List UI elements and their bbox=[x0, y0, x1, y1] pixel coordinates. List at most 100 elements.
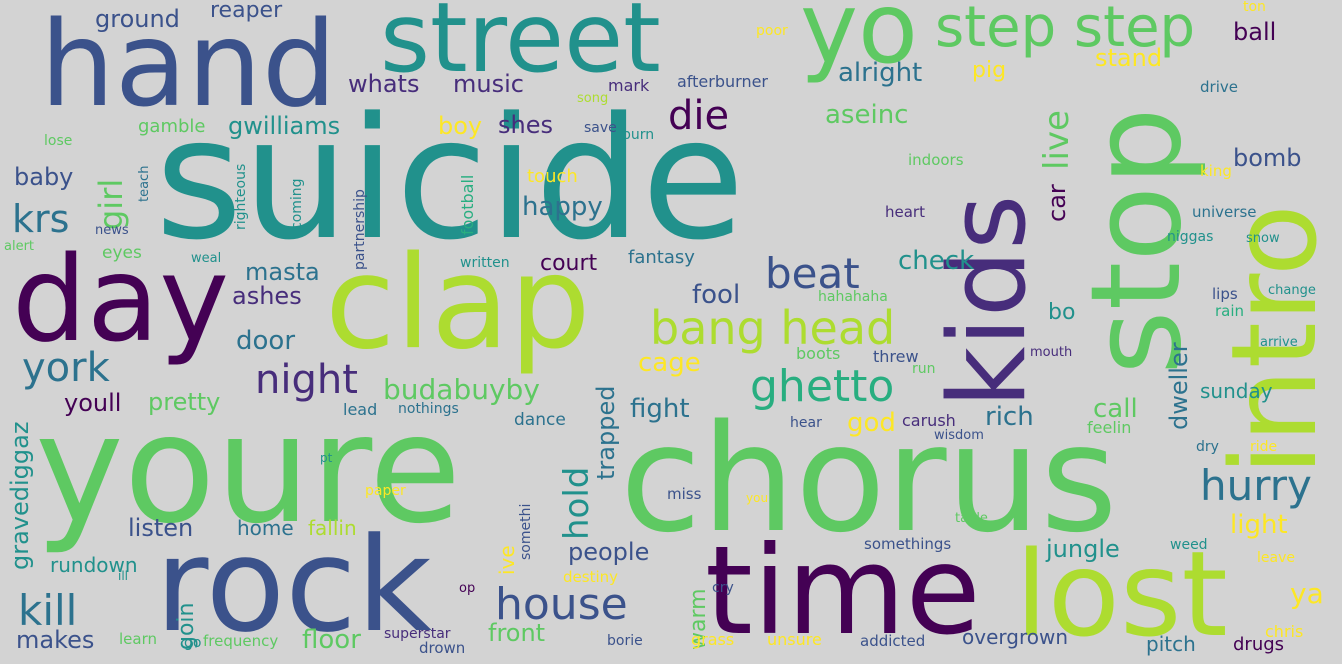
word-you: you bbox=[746, 491, 769, 505]
word-football: football bbox=[458, 174, 477, 235]
word-ground: ground bbox=[95, 5, 180, 33]
word-ghetto: ghetto bbox=[750, 361, 895, 412]
word-universe: universe bbox=[1192, 203, 1257, 221]
word-whats: whats bbox=[348, 70, 420, 98]
word-rock: rock bbox=[155, 509, 432, 661]
word-wisdom: wisdom bbox=[934, 428, 984, 443]
word-gamble: gamble bbox=[138, 116, 206, 137]
word-teach: teach bbox=[137, 165, 152, 202]
word-dry: dry bbox=[1196, 439, 1219, 455]
word-chris: chris bbox=[1265, 622, 1304, 641]
word-indoors: indoors bbox=[908, 151, 964, 169]
word-drive: drive bbox=[1200, 78, 1238, 96]
word-reaper: reaper bbox=[210, 0, 283, 23]
word-borie: borie bbox=[607, 633, 643, 649]
word-hold: hold bbox=[557, 466, 597, 540]
word-bang-head: bang head bbox=[650, 301, 896, 355]
word-yo: yo bbox=[800, 0, 918, 86]
word-pt: pt bbox=[320, 451, 333, 465]
word-somethings: somethings bbox=[864, 535, 952, 553]
word-leave: leave bbox=[1257, 550, 1295, 566]
word-op: op bbox=[459, 581, 476, 596]
word-home: home bbox=[237, 516, 294, 540]
word-poor: poor bbox=[756, 23, 788, 39]
word-day: day bbox=[12, 230, 230, 368]
word-mark: mark bbox=[608, 76, 650, 95]
word-jungle: jungle bbox=[1046, 535, 1120, 563]
word-alert: alert bbox=[4, 239, 35, 254]
word-bo: bo bbox=[1048, 300, 1076, 325]
word-rundown: rundown bbox=[50, 553, 138, 577]
word-street: street bbox=[380, 0, 661, 94]
word-nothings: nothings bbox=[398, 401, 459, 417]
word-fight: fight bbox=[630, 394, 690, 424]
word-table: table bbox=[955, 511, 988, 526]
word-baby: baby bbox=[14, 163, 74, 191]
word-learn: learn bbox=[119, 630, 157, 648]
word-fantasy: fantasy bbox=[628, 247, 695, 268]
word-written: written bbox=[460, 255, 510, 271]
word-cage: cage bbox=[638, 348, 701, 378]
word-pitch: pitch bbox=[1146, 632, 1196, 656]
word-god: god bbox=[847, 408, 896, 438]
word-afterburner: afterburner bbox=[677, 72, 769, 91]
word-floor: floor bbox=[302, 625, 361, 655]
word-chorus: chorus bbox=[620, 393, 1118, 565]
word-change: change bbox=[1268, 283, 1316, 298]
word-heart: heart bbox=[885, 203, 925, 221]
word-shes: shes bbox=[498, 111, 553, 139]
word-ball: ball bbox=[1233, 18, 1277, 46]
word-save: save bbox=[584, 120, 617, 136]
word-kids: kids bbox=[926, 194, 1049, 408]
word-overgrown: overgrown bbox=[962, 625, 1068, 649]
word-beat: beat bbox=[765, 249, 860, 298]
word-frequency: frequency bbox=[203, 632, 279, 650]
word-cry: cry bbox=[712, 580, 734, 596]
word-hahahaha: hahahaha bbox=[818, 289, 888, 305]
word-drown: drown bbox=[419, 639, 466, 657]
word-grass: grass bbox=[691, 630, 735, 649]
word-krs: krs bbox=[12, 197, 70, 241]
word-suicide: suicide bbox=[155, 81, 745, 277]
word-ton: ton bbox=[1243, 0, 1266, 15]
word-clap: clap bbox=[325, 229, 591, 378]
word-lips: lips bbox=[1212, 285, 1238, 303]
word-ive: ive bbox=[495, 545, 519, 575]
word-lost: lost bbox=[1015, 525, 1228, 663]
word-pig: pig bbox=[972, 58, 1007, 83]
word-snow: snow bbox=[1246, 231, 1280, 246]
word-masta: masta bbox=[245, 258, 320, 286]
word-carush: carush bbox=[902, 411, 956, 430]
word-court: court bbox=[540, 251, 598, 276]
word-superstar: superstar bbox=[384, 626, 451, 642]
word-boy: boy bbox=[438, 112, 483, 140]
word-trapped: trapped bbox=[592, 385, 620, 480]
word-york: york bbox=[22, 345, 110, 391]
word-call: call bbox=[1093, 394, 1138, 424]
word-hurry: hurry bbox=[1200, 461, 1312, 510]
word-ill: ill bbox=[118, 569, 129, 583]
word-sunday: sunday bbox=[1200, 379, 1273, 403]
word-gwilliams: gwilliams bbox=[228, 112, 341, 140]
word-fallin: fallin bbox=[308, 516, 357, 540]
word-paper: paper bbox=[365, 483, 406, 499]
word-dweller: dweller bbox=[1165, 342, 1193, 430]
word-pretty: pretty bbox=[148, 388, 221, 416]
word-arrive: arrive bbox=[1260, 335, 1298, 350]
word-lead: lead bbox=[343, 400, 378, 419]
word-ashes: ashes bbox=[232, 282, 302, 310]
word-hand: hand bbox=[40, 0, 337, 133]
word-addicted: addicted bbox=[860, 632, 926, 650]
word-bomb: bomb bbox=[1233, 144, 1302, 172]
word-boots: boots bbox=[796, 344, 841, 363]
word-run: run bbox=[912, 361, 936, 377]
word-drugs: drugs bbox=[1233, 634, 1285, 655]
word-ride: ride bbox=[1250, 439, 1278, 455]
word-check: check bbox=[898, 246, 975, 276]
word-partnership: partnership bbox=[352, 189, 368, 270]
word-happy: happy bbox=[522, 192, 603, 222]
word-righteous: righteous bbox=[233, 163, 249, 230]
word-feelin: feelin bbox=[1087, 418, 1132, 437]
word-house: house bbox=[495, 579, 628, 630]
